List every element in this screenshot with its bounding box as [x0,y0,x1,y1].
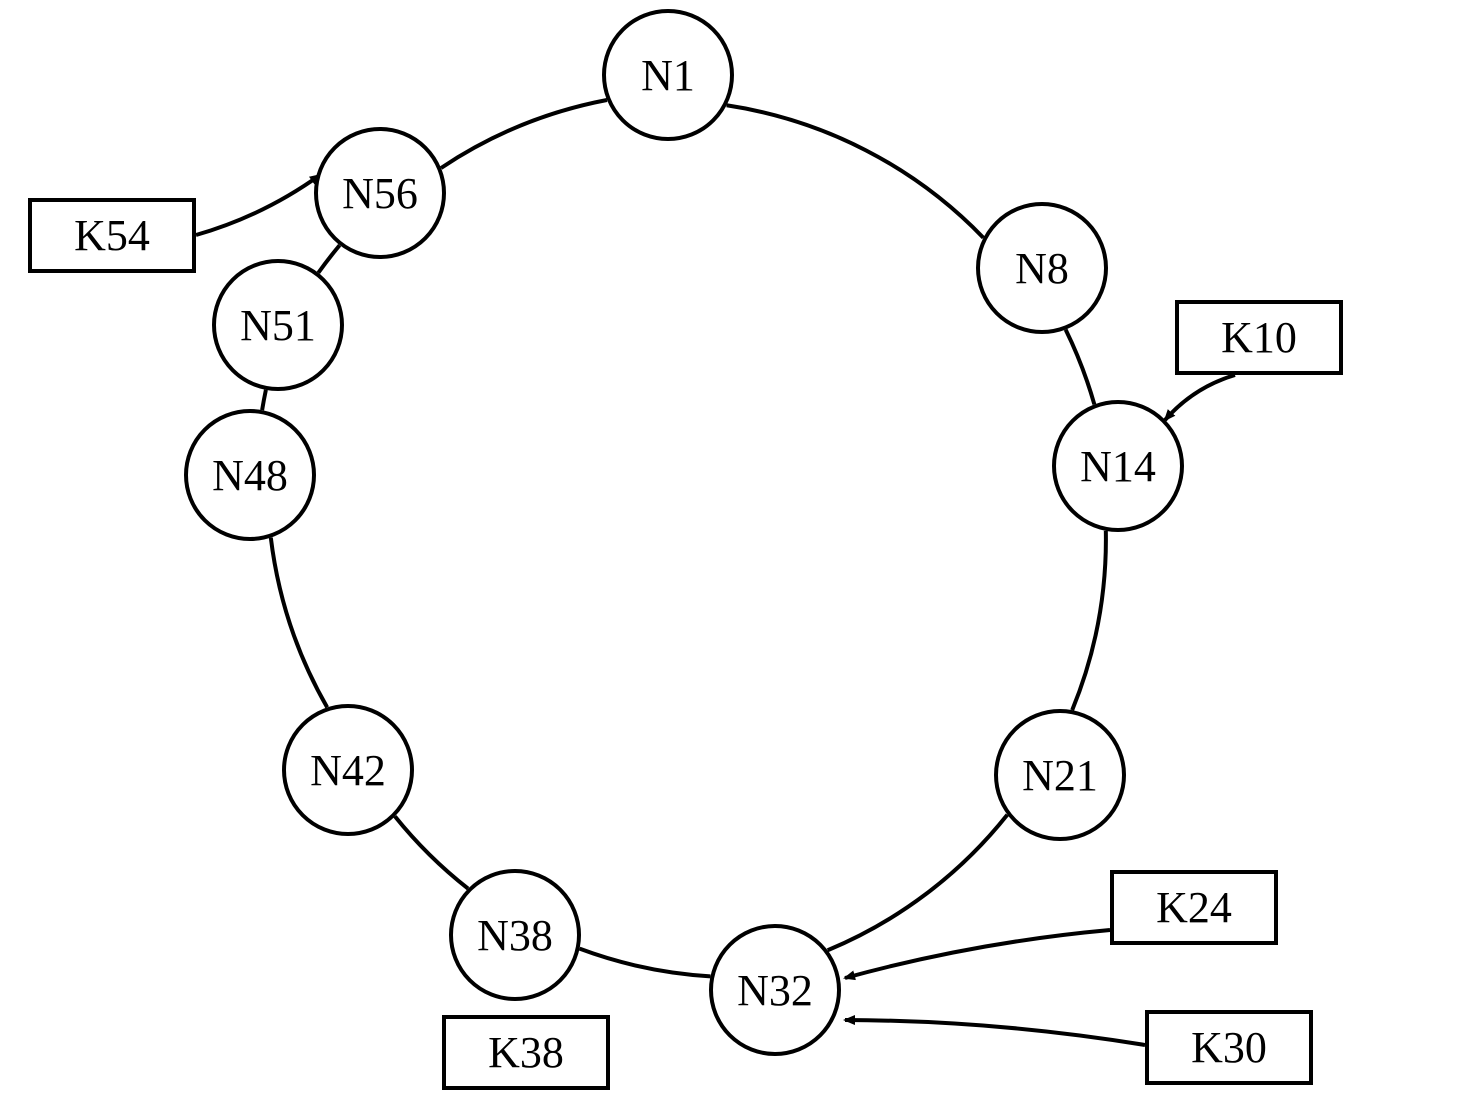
ring-edge [395,816,468,888]
key-label: K54 [74,210,150,261]
key-k30: K30 [1145,1010,1313,1085]
node-n38: N38 [449,869,581,1001]
ring-edge [441,100,607,168]
ring-edge [1066,330,1095,405]
key-arrow [845,1020,1145,1045]
key-label: K30 [1191,1022,1267,1073]
ring-edge [727,105,984,237]
node-label: N56 [342,168,418,219]
node-n42: N42 [282,704,414,836]
ring-edge [318,245,339,273]
key-arrow [196,175,320,235]
node-label: N21 [1022,750,1098,801]
node-label: N1 [641,50,695,101]
node-n51: N51 [212,259,344,391]
key-arrow [845,930,1110,978]
node-label: N42 [310,745,386,796]
node-n48: N48 [184,409,316,541]
ring-edge [580,949,711,977]
node-label: N32 [737,965,813,1016]
ring-edge [1072,531,1106,710]
node-label: N14 [1080,441,1156,492]
node-n56: N56 [314,127,446,259]
ring-edge [271,538,327,708]
node-label: N38 [477,910,553,961]
node-n32: N32 [709,924,841,1056]
ring-edge [262,390,266,410]
node-label: N8 [1015,243,1069,294]
key-label: K24 [1156,882,1232,933]
key-label: K10 [1221,312,1297,363]
node-label: N48 [212,450,288,501]
ring-edge [828,815,1008,951]
key-k10: K10 [1175,300,1343,375]
key-k24: K24 [1110,870,1278,945]
node-n14: N14 [1052,400,1184,532]
node-label: N51 [240,300,316,351]
key-k54: K54 [28,198,196,273]
node-n1: N1 [602,9,734,141]
node-n21: N21 [994,709,1126,841]
key-arrow [1165,375,1235,420]
key-k38: K38 [442,1015,610,1090]
key-label: K38 [488,1027,564,1078]
node-n8: N8 [976,202,1108,334]
